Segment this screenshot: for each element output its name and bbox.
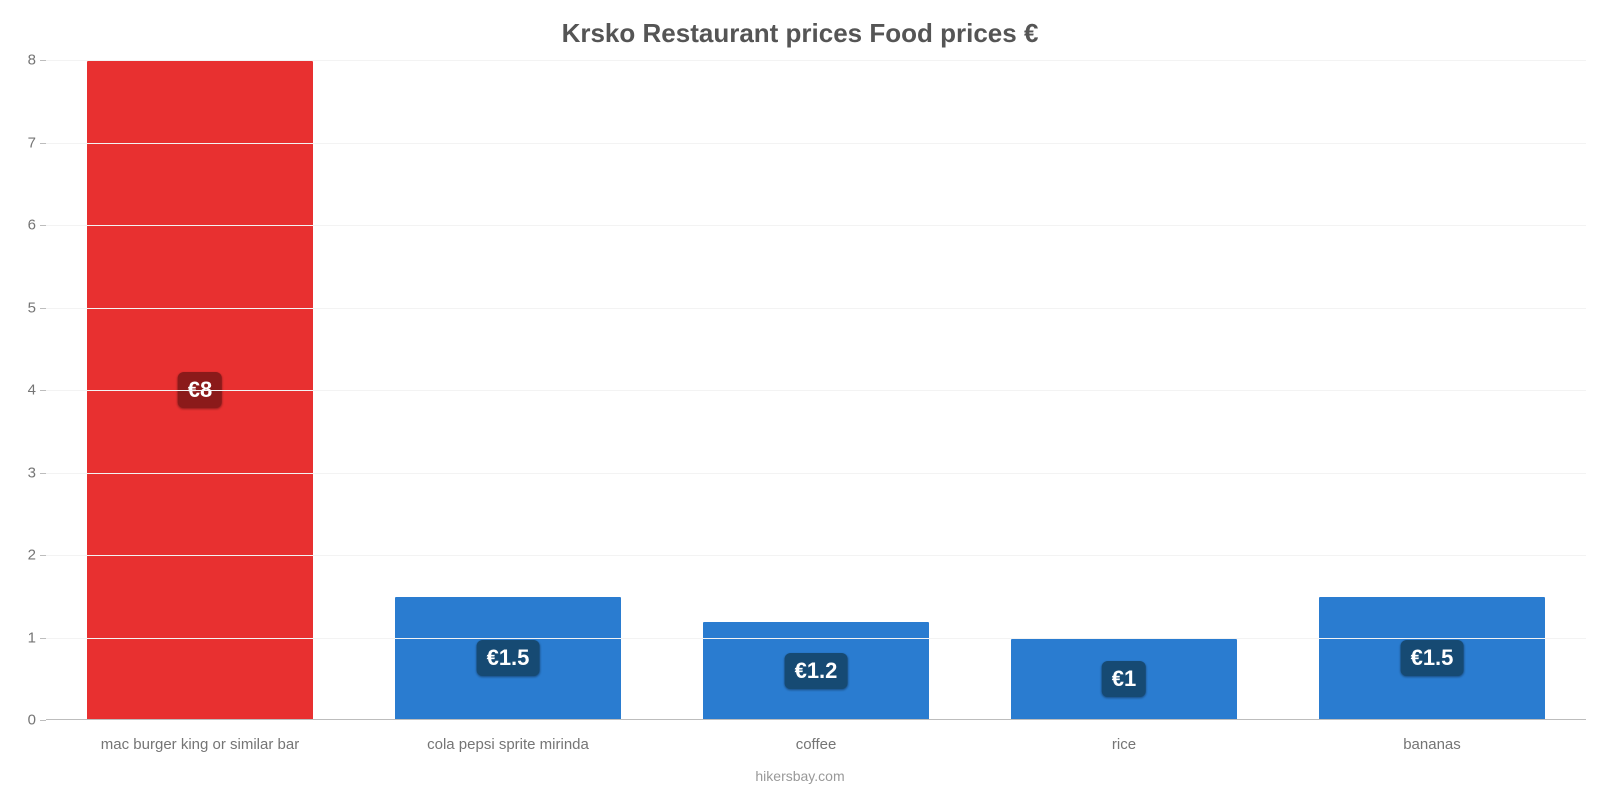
- y-tick-mark: [40, 143, 46, 144]
- chart-container: Krsko Restaurant prices Food prices € €8…: [0, 0, 1600, 800]
- gridline: [46, 225, 1586, 226]
- x-tick-label: coffee: [796, 720, 837, 753]
- y-tick-mark: [40, 60, 46, 61]
- y-tick-mark: [40, 473, 46, 474]
- y-tick-mark: [40, 390, 46, 391]
- value-badge: €1.5: [477, 640, 540, 676]
- chart-title: Krsko Restaurant prices Food prices €: [0, 0, 1600, 49]
- plot-area: €8€1.5€1.2€1€1.5 012345678mac burger kin…: [46, 60, 1586, 720]
- x-tick-label: mac burger king or similar bar: [101, 720, 299, 753]
- gridline: [46, 473, 1586, 474]
- value-badge: €1: [1102, 661, 1146, 697]
- x-tick-label: rice: [1112, 720, 1136, 753]
- y-tick-mark: [40, 225, 46, 226]
- x-tick-label: bananas: [1403, 720, 1461, 753]
- gridline: [46, 638, 1586, 639]
- gridline: [46, 308, 1586, 309]
- chart-caption: hikersbay.com: [755, 768, 844, 784]
- y-tick-mark: [40, 720, 46, 721]
- gridline: [46, 390, 1586, 391]
- y-tick-mark: [40, 308, 46, 309]
- y-tick-mark: [40, 638, 46, 639]
- value-badge: €1.2: [785, 653, 848, 689]
- y-tick-mark: [40, 555, 46, 556]
- gridline: [46, 143, 1586, 144]
- value-badge: €1.5: [1401, 640, 1464, 676]
- gridline: [46, 555, 1586, 556]
- x-tick-label: cola pepsi sprite mirinda: [427, 720, 589, 753]
- gridline: [46, 60, 1586, 61]
